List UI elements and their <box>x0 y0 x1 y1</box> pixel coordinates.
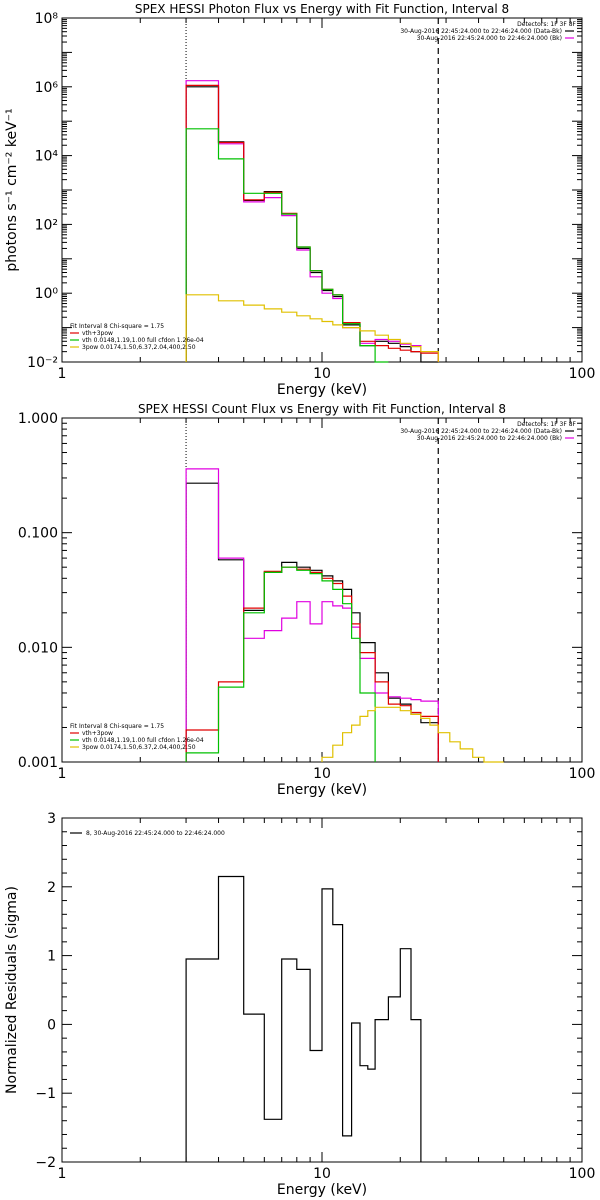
x-tick-label: 1 <box>58 766 67 782</box>
y-axis-label: Normalized Residuals (sigma) <box>4 886 20 1094</box>
x-tick-label: 1 <box>58 1166 67 1182</box>
y-tick-label: 2 <box>47 880 56 896</box>
y-tick-label: 10⁸ <box>35 11 59 27</box>
legend-right-entry: 30-Aug-2016 22:45:24.000 to 22:46:24.000… <box>417 435 562 442</box>
detectors-label: Detectors: 1F 3F 8F <box>517 421 576 428</box>
x-tick-label: 10 <box>313 1166 331 1182</box>
legend-left-entry: vth+3pow <box>82 730 113 737</box>
series-line-4 <box>185 566 376 762</box>
legend-left-entry: 3pow 0.0174,1.50,6.37,2.04,400,2.50 <box>82 344 196 351</box>
series-line-1 <box>185 482 439 762</box>
chart-panel-1: 1 10 100 10⁻² 10⁰ 10² 10⁴ 10⁶ 10⁸ SPEX HESSI Phot… <box>4 2 595 398</box>
y-tick-label: 1.000 <box>18 411 58 427</box>
x-axis-label: Energy (keV) <box>277 782 367 798</box>
x-tick-label: 10 <box>313 366 331 382</box>
chart-panel-3: 1 10 100 −2 −1 0 1 2 3 Energy (keV) Normalized Res… <box>4 811 595 1198</box>
chart-title: SPEX HESSI Count Flux vs Energy with Fit… <box>138 402 506 416</box>
series-line-2 <box>185 468 439 762</box>
legend-left-entry: 8, 30-Aug-2016 22:45:24.000 to 22:46:24.… <box>86 830 225 837</box>
series-line-1 <box>185 86 439 363</box>
plot-frame <box>61 17 583 363</box>
plot-frame <box>61 417 583 763</box>
x-tick-label: 100 <box>569 1166 596 1182</box>
chart-panel-2: 1 10 100 0.001 0.010 0.100 1.000 SPEX HESSI Cou… <box>18 402 595 798</box>
legend-left-entry: vth 0.0148,1.19,1.00 full cfdon 1.26e-04 <box>82 337 204 344</box>
y-tick-label: 10⁻² <box>27 355 58 371</box>
y-tick-label: 10⁶ <box>35 80 59 96</box>
y-axis-label: photons s⁻¹ cm⁻² keV⁻¹ <box>4 108 20 271</box>
legend-right-entry: 30-Aug-2016 22:45:24.000 to 22:46:24.000… <box>400 28 562 35</box>
x-tick-label: 10 <box>313 766 331 782</box>
y-tick-label: −1 <box>35 1086 56 1102</box>
y-tick-label: 0.100 <box>18 526 58 542</box>
fit-interval-label: Fit Interval 8 Chi-square = 1.75 <box>70 323 164 330</box>
y-tick-label: 0 <box>47 1017 56 1033</box>
y-tick-label: 3 <box>47 811 56 827</box>
fit-interval-label: Fit Interval 8 Chi-square = 1.75 <box>70 723 164 730</box>
x-tick-label: 100 <box>569 766 596 782</box>
series-line-3 <box>185 566 439 762</box>
legend-left-entry: vth+3pow <box>82 330 113 337</box>
y-tick-label: 0.010 <box>18 640 58 656</box>
legend-right-entry: 30-Aug-2016 22:45:24.000 to 22:46:24.000… <box>400 428 562 435</box>
y-tick-label: 10⁴ <box>35 149 59 165</box>
y-tick-label: 0.001 <box>18 755 58 771</box>
y-tick-label: 1 <box>47 949 56 965</box>
series-line-5 <box>321 706 504 763</box>
legend-left-entry: vth 0.0148,1.19,1.00 full cfdon 1.26e-04 <box>82 737 204 744</box>
x-axis-label: Energy (keV) <box>277 382 367 398</box>
series-line-2 <box>185 80 439 362</box>
x-tick-label: 1 <box>58 366 67 382</box>
y-tick-label: 10⁰ <box>35 286 59 302</box>
detectors-label: Detectors: 1F 3F 8F <box>517 21 576 28</box>
series-line-3 <box>185 84 439 362</box>
y-tick-label: −2 <box>35 1155 56 1171</box>
legend-left-entry: 3pow 0.0174,1.50,6.37,2.04,400,2.50 <box>82 744 196 751</box>
x-axis-label: Energy (keV) <box>277 1182 367 1198</box>
x-tick-label: 100 <box>569 366 596 382</box>
series-line-5 <box>185 294 439 362</box>
chart-title: SPEX HESSI Photon Flux vs Energy with Fi… <box>135 2 509 16</box>
legend-right-entry: 30-Aug-2016 22:45:24.000 to 22:46:24.000… <box>417 35 562 42</box>
y-tick-label: 10² <box>35 217 58 233</box>
series-line-1 <box>185 875 422 1162</box>
